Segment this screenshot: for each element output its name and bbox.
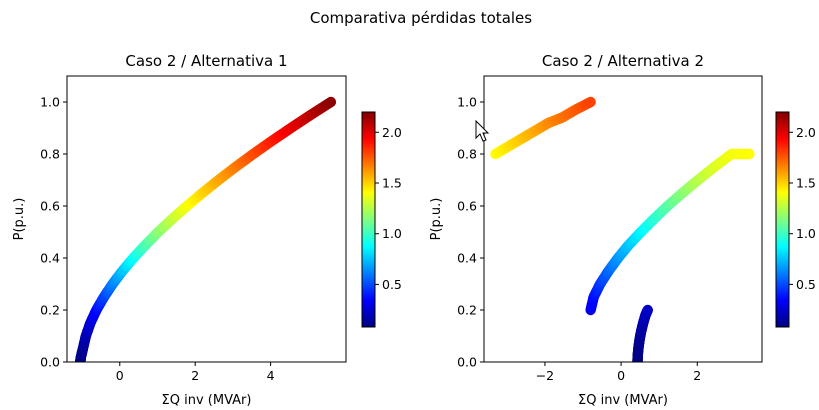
y-tick-label: 0.0: [40, 355, 60, 370]
x-tick-label: 4: [267, 368, 275, 383]
y-tick-label: 0.4: [40, 251, 60, 266]
data-point: [642, 304, 653, 316]
y-tick-label: 0.4: [457, 251, 477, 266]
colorbar-tick-label: 1.5: [796, 175, 816, 190]
colorbar-tick-label: 1.5: [382, 175, 402, 190]
figure-suptitle: Comparativa pérdidas totales: [310, 9, 532, 27]
plot-frame: [483, 75, 763, 363]
x-tick-label: 2: [191, 368, 199, 383]
subplot-title: Caso 2 / Alternativa 2: [542, 52, 704, 70]
y-tick-label: 0.0: [457, 355, 477, 370]
mouse-pointer-icon: [475, 119, 490, 142]
subplot-alternativa-2: Caso 2 / Alternativa 2 ΣQ inv (MVAr) P(p…: [429, 52, 816, 408]
y-tick-label: 0.2: [40, 303, 60, 318]
data-point: [744, 148, 755, 160]
x-tick-label: 2: [693, 368, 701, 383]
colorbar-tick-label: 2.0: [796, 125, 816, 140]
colorbar-tick-label: 1.0: [382, 226, 402, 241]
x-tick-label: 0: [116, 368, 124, 383]
subplot-title: Caso 2 / Alternativa 1: [125, 52, 287, 70]
y-axis-label: P(p.u.): [12, 198, 27, 241]
colorbar: [775, 111, 790, 328]
y-tick-label: 1.0: [40, 95, 60, 110]
colorbar-tick-label: 1.0: [796, 226, 816, 241]
x-tick-label: −2: [536, 368, 554, 383]
colorbar-tick-label: 0.5: [796, 277, 816, 292]
colorbar: [361, 111, 376, 328]
y-tick-label: 1.0: [457, 95, 477, 110]
y-tick-label: 0.2: [457, 303, 477, 318]
subplot-alternativa-1: Caso 2 / Alternativa 1 ΣQ inv (MVAr) P(p…: [12, 52, 402, 408]
y-tick-label: 0.6: [40, 199, 60, 214]
data-point: [585, 96, 596, 108]
x-tick-label: 0: [617, 368, 625, 383]
data-points: [490, 96, 755, 362]
y-tick-label: 0.6: [457, 199, 477, 214]
y-tick-label: 0.8: [457, 147, 477, 162]
colorbar-tick-label: 2.0: [382, 125, 402, 140]
plot-frame: [66, 75, 347, 363]
x-axis-label: ΣQ inv (MVAr): [162, 393, 252, 408]
x-axis-label: ΣQ inv (MVAr): [578, 393, 668, 408]
colorbar-tick-label: 0.5: [382, 277, 402, 292]
data-point: [325, 96, 337, 108]
y-axis-label: P(p.u.): [429, 198, 444, 241]
y-tick-label: 0.8: [40, 147, 60, 162]
data-points: [74, 96, 337, 362]
